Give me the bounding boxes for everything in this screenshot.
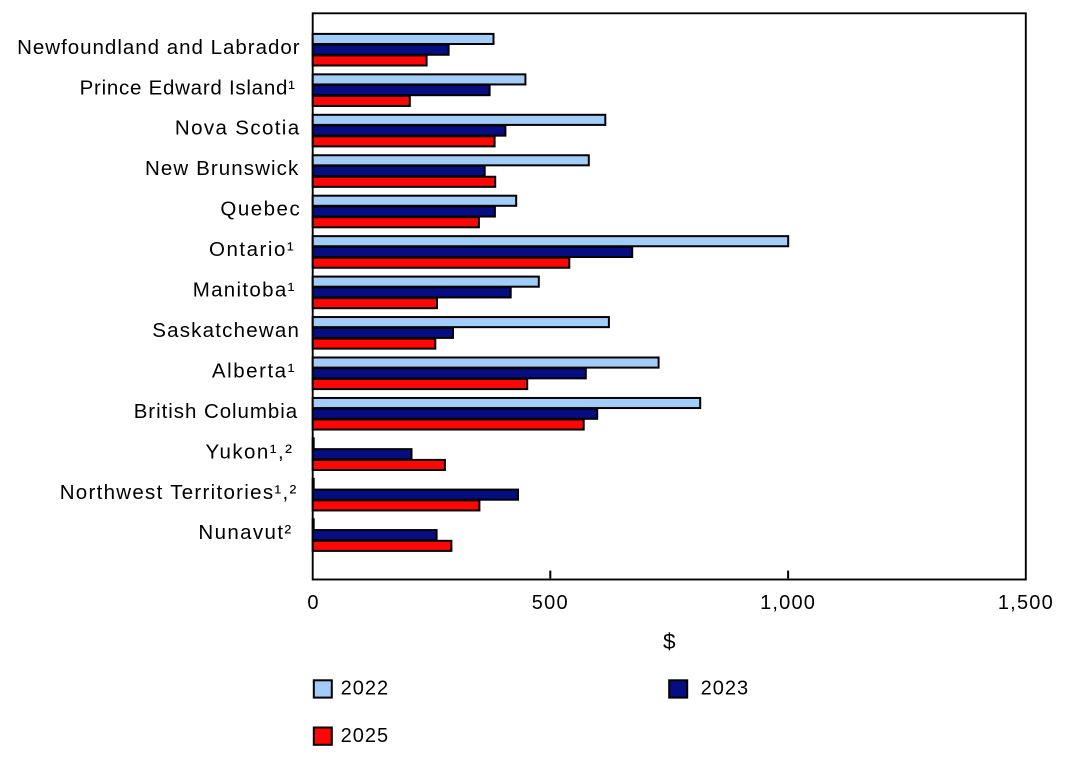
svg-text:1,000: 1,000 [760, 592, 816, 614]
svg-text:Prince Edward Island¹: Prince Edward Island¹ [80, 76, 296, 99]
svg-text:Yukon¹,²: Yukon¹,² [206, 440, 294, 463]
svg-text:New Brunswick: New Brunswick [145, 157, 299, 180]
svg-text:Alberta¹: Alberta¹ [212, 359, 296, 382]
svg-text:2022: 2022 [341, 678, 390, 700]
svg-text:$: $ [663, 629, 676, 654]
svg-text:Saskatchewan: Saskatchewan [152, 319, 300, 342]
svg-text:2025: 2025 [341, 725, 390, 747]
svg-text:0: 0 [307, 592, 319, 614]
svg-text:Nunavut²: Nunavut² [198, 521, 292, 544]
svg-text:1,500: 1,500 [998, 592, 1054, 614]
svg-text:Nova Scotia: Nova Scotia [175, 117, 301, 140]
svg-text:Ontario¹: Ontario¹ [209, 238, 295, 261]
svg-text:Quebec: Quebec [220, 198, 301, 221]
svg-text:2023: 2023 [701, 678, 750, 700]
svg-text:Manitoba¹: Manitoba¹ [193, 279, 296, 302]
svg-text:Newfoundland and Labrador: Newfoundland and Labrador [17, 36, 300, 59]
svg-text:500: 500 [532, 592, 569, 614]
svg-text:British Columbia: British Columbia [134, 400, 298, 423]
svg-text:Northwest Territories¹,²: Northwest Territories¹,² [60, 481, 298, 504]
